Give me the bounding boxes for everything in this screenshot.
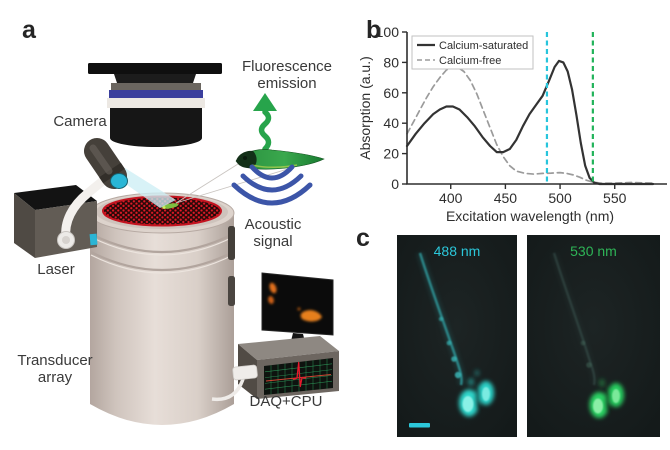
bucket-groove-highlight <box>90 254 234 274</box>
laser-arm <box>61 175 109 243</box>
transducer-array-bucket <box>89 192 235 425</box>
daq-scope-screen <box>264 358 333 395</box>
legend-label: Calcium-saturated <box>439 40 528 52</box>
monitor-screen <box>261 272 334 336</box>
monitor-image-blobs <box>268 282 322 322</box>
fluorescence-image-488-content <box>397 235 517 437</box>
laser-lens <box>110 173 128 189</box>
camera <box>88 63 222 147</box>
legend-box <box>411 35 534 70</box>
bucket-clamp <box>228 276 235 306</box>
fish-body <box>235 149 325 170</box>
camera-body <box>110 108 202 147</box>
fish-tail-530 <box>550 251 598 386</box>
laser-beam <box>113 168 176 208</box>
x-axis-title: Excitation wavelength (nm) <box>446 208 614 224</box>
daq-trace-spike <box>292 361 307 388</box>
camera-ring-white <box>107 98 205 108</box>
x-tick-label: 550 <box>603 190 627 206</box>
absorption-spectra-chart: 400 450 500 550 0 20 40 60 80 100 Excitation wavel… <box>357 24 667 224</box>
camera-ring-gray <box>111 83 201 90</box>
bucket-body <box>90 214 234 425</box>
panel-c-label: c <box>356 224 370 252</box>
camera-neck <box>114 74 196 83</box>
fish-head-blobs-488 <box>459 370 494 417</box>
daq-box-top <box>238 336 339 360</box>
bucket-clamp <box>228 226 235 260</box>
transducer-array-label: Transducer array <box>17 352 93 386</box>
daq-trace-baseline <box>265 374 332 382</box>
daq-cpu-label: DAQ+CPU <box>249 393 323 410</box>
fluorescence-image-530: 530 nm <box>527 235 660 437</box>
laser-head-highlight <box>89 144 113 175</box>
x-tick-label: 500 <box>548 190 572 206</box>
series-Calcium-saturated <box>405 59 655 186</box>
daq-connector <box>232 364 258 381</box>
image-background <box>397 235 517 437</box>
bucket-groove <box>90 251 234 271</box>
fluorescence-image-530-content <box>527 235 660 437</box>
setup-schematic <box>14 63 339 425</box>
fluorescence-image-488: 488 nm <box>397 235 517 437</box>
y-tick-label: 100 <box>376 24 400 40</box>
x-tick-label: 450 <box>494 190 518 206</box>
fluorescence-emission-label: Fluorescence emission <box>241 58 333 92</box>
fish-head <box>236 150 257 169</box>
laser <box>14 138 128 258</box>
scale-bar <box>409 423 430 428</box>
daq-cpu <box>211 272 339 402</box>
daq-scope-grid <box>264 358 333 395</box>
acoustic-waves <box>231 164 313 206</box>
series-Calcium-free <box>406 66 654 185</box>
legend-label: Calcium-free <box>439 55 501 67</box>
y-tick-label: 20 <box>383 146 399 162</box>
fish-head-blobs-530 <box>589 379 624 418</box>
laser-box-side <box>14 193 35 258</box>
fluorescence-arrow <box>253 93 277 152</box>
panel-b-label: b <box>366 16 382 44</box>
laser-arm-joint-center <box>62 236 70 244</box>
y-axis-title: Absorption (a.u.) <box>357 56 373 160</box>
camera-label: Camera <box>53 113 107 130</box>
zebrafish-inset <box>235 149 325 170</box>
fish-eye <box>243 156 247 160</box>
camera-cap <box>88 63 222 74</box>
callout-line <box>175 163 239 204</box>
laser-label: Laser <box>37 261 75 278</box>
fish-tail-488 <box>416 251 465 386</box>
acoustic-signal-label: Acoustic signal <box>244 216 302 250</box>
image-label-488: 488 nm <box>433 243 481 259</box>
y-tick-label: 40 <box>383 115 399 131</box>
panel-a-label: a <box>22 16 36 44</box>
y-tick-label: 80 <box>383 54 399 70</box>
y-tick-label: 0 <box>391 176 399 192</box>
laser-button <box>89 233 98 246</box>
y-tick-label: 60 <box>383 85 399 101</box>
bucket-groove-highlight <box>90 236 234 256</box>
x-tick-label: 400 <box>439 190 463 206</box>
bucket-groove <box>90 233 234 253</box>
image-label-530: 530 nm <box>570 243 617 259</box>
camera-ring-blue <box>109 90 203 98</box>
daq-cable <box>211 378 245 402</box>
